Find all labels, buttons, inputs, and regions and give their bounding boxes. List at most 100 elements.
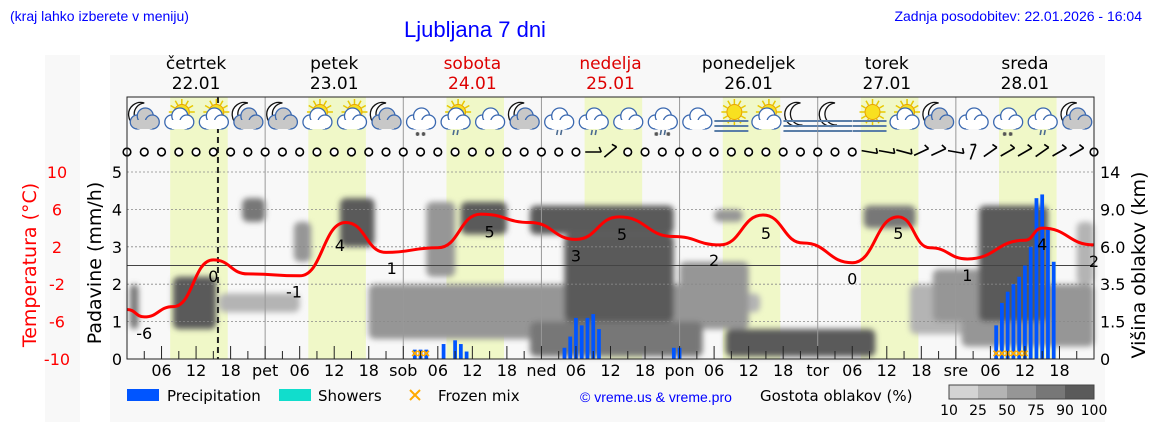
wind-calm-marker [674, 147, 685, 157]
wind-calm-marker [502, 147, 512, 157]
wind-barb-icon [603, 143, 618, 158]
sun-cloud-icon [164, 99, 195, 130]
last-updated: Zadnja posodobitev: 22.01.2026 - 16:04 [894, 8, 1142, 24]
wind-calm-marker [709, 147, 719, 157]
day-name: ponedeljek [702, 54, 796, 74]
temp-tick-label: -6 [49, 313, 65, 332]
precipitation-bar [1017, 276, 1022, 359]
x-hour-label: 06 [289, 361, 309, 380]
day-name: torek [865, 54, 909, 74]
wind-barb-feather [924, 144, 930, 150]
cloud-legend-tick: 75 [1027, 403, 1045, 419]
cloud-density-cell [242, 198, 266, 222]
x-hour-label: 06 [428, 361, 448, 380]
sun-ray [722, 104, 728, 109]
cloud-shape [758, 120, 774, 129]
wind-barb-feather [1061, 144, 1067, 149]
wind-barb-feather [941, 144, 947, 150]
wind-calm-marker [415, 147, 426, 157]
precipitation-bar [1000, 302, 1004, 359]
precip-tick-label: 3 [112, 238, 122, 257]
cloud-density-cell [219, 293, 300, 313]
temperature-label: 4 [335, 236, 345, 255]
sun-ray [879, 115, 885, 120]
precipitation-bar [562, 347, 567, 359]
wind-barb-feather [910, 148, 913, 155]
sun-cloud-icon [889, 99, 921, 130]
sun-ray [323, 100, 328, 106]
precip-tick-label: 1 [112, 313, 122, 332]
cloud-density-cell [564, 234, 674, 322]
legend-label: Showers [318, 387, 382, 405]
copyright-link[interactable]: © vreme.us & vreme.pro [580, 389, 732, 405]
wind-calm-marker [726, 147, 736, 157]
sun-ray [761, 100, 766, 106]
sun-ray [722, 115, 728, 120]
moon-fog-icon [783, 101, 818, 132]
sun-ray [895, 104, 901, 109]
wind-calm-marker [744, 147, 754, 157]
cloud-sleet-icon [647, 107, 678, 136]
cloud-icon [613, 107, 644, 130]
temperature-label: 0 [208, 267, 218, 286]
x-day-label: sob [389, 361, 417, 380]
sun-ray [361, 104, 367, 109]
sun-ray [879, 104, 885, 109]
day-date: 22.01 [172, 74, 221, 94]
precip-tick-label: 5 [112, 163, 122, 182]
temperature-label: 1 [387, 259, 397, 278]
wind-calm-marker [433, 147, 443, 157]
cloud-shape [1069, 120, 1085, 129]
wind-calm-marker [191, 147, 201, 157]
wind-calm-marker [761, 147, 771, 157]
temperature-label: 5 [761, 224, 771, 243]
wind-barb-shaft [983, 146, 998, 158]
wind-calm-marker [156, 147, 167, 157]
cloud-icon [474, 107, 506, 130]
x-day-label: ned [526, 361, 556, 380]
wind-barb-shaft [878, 149, 895, 155]
temperature-label: -1 [286, 283, 302, 302]
cloud-shape [344, 120, 360, 129]
wind-barb-shaft [947, 149, 964, 155]
moon-cloud-icon [266, 101, 299, 130]
cloud-density-cell [293, 221, 312, 262]
x-hour-label: 06 [566, 361, 586, 380]
wind-calm-marker [830, 147, 840, 157]
cloud-legend-swatch [1036, 385, 1065, 399]
wind-calm-marker [571, 147, 581, 157]
sun-ray [308, 104, 314, 109]
cloud-shape [275, 120, 291, 129]
wind-calm-marker [277, 147, 288, 157]
location-hint[interactable]: (kraj lahko izberete v meniju) [10, 8, 189, 24]
wind-barb-feather [598, 146, 602, 153]
cloud-legend-frame [948, 384, 1095, 400]
wind-barb-shaft [896, 149, 912, 155]
precipitation-bar [1046, 228, 1050, 359]
precipitation-bar [597, 329, 601, 359]
snow-mark [1008, 132, 1013, 136]
temp-tick-label: -10 [44, 350, 70, 369]
sun-ray [209, 100, 213, 106]
wind-barb-icon [1052, 144, 1067, 157]
cloud-density-cell [460, 201, 507, 235]
cloud-density-cell [725, 329, 876, 357]
wind-barb-shaft [603, 146, 618, 158]
wind-calm-marker [778, 147, 788, 157]
temperature-label: 5 [485, 223, 495, 242]
cloud-shape [931, 120, 947, 129]
sun-ray [219, 100, 224, 106]
rain-mark [594, 129, 598, 136]
sun-ray [910, 100, 915, 106]
wind-barb-icon [878, 147, 896, 155]
cloud-icon [958, 107, 989, 130]
rain-mark [555, 129, 559, 136]
cloud-shape [517, 120, 533, 129]
x-hour-label: 06 [151, 361, 171, 380]
x-hour-label: 06 [842, 361, 862, 380]
precipitation-bar [1034, 198, 1039, 359]
wind-calm-marker [467, 147, 477, 157]
wind-calm-marker [450, 147, 460, 157]
x-hour-label: 18 [497, 361, 517, 380]
